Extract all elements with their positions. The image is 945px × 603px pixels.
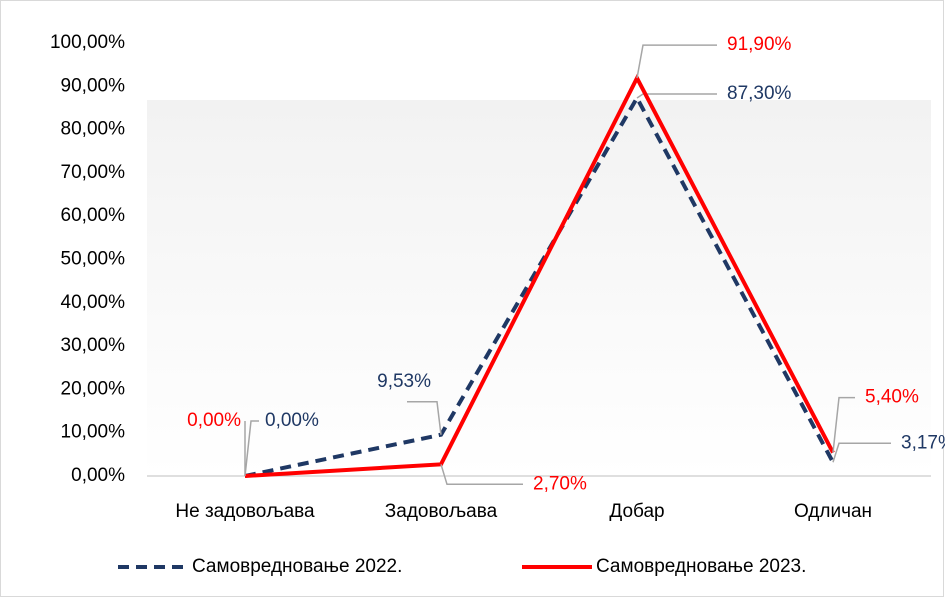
y-tick-label: 40,00%: [61, 292, 126, 313]
leader-line: [440, 464, 523, 486]
data-label: 91,90%: [727, 34, 792, 55]
data-label: 87,30%: [727, 83, 792, 104]
leader-line: [832, 396, 855, 453]
leader-line: [244, 420, 259, 477]
series-line: [244, 73, 835, 478]
x-tick-label: Задовољава: [385, 501, 498, 522]
x-tick-label: Одличан: [794, 501, 872, 522]
plot-background: [147, 100, 931, 476]
data-label: 3,17%: [901, 432, 945, 453]
y-tick-label: 70,00%: [61, 162, 126, 183]
y-tick-label: 80,00%: [61, 119, 126, 140]
legend-label: Самовредновање 2022.: [192, 556, 402, 577]
y-tick-label: 90,00%: [61, 75, 126, 96]
series-line: [244, 93, 835, 478]
y-tick-label: 60,00%: [61, 205, 126, 226]
y-tick-label: 50,00%: [61, 249, 126, 270]
data-label: 9,53%: [377, 371, 431, 392]
y-tick-label: 20,00%: [61, 378, 126, 399]
leader-line: [636, 44, 717, 79]
data-label: 0,00%: [187, 410, 241, 431]
y-tick-label: 0,00%: [71, 465, 125, 486]
y-tick-label: 100,00%: [50, 32, 125, 53]
leader-line: [407, 400, 442, 435]
legend-label: Самовредновање 2023.: [596, 556, 806, 577]
data-label: 5,40%: [865, 387, 919, 408]
data-label: 0,00%: [265, 410, 319, 431]
y-tick-label: 30,00%: [61, 335, 126, 356]
y-tick-label: 10,00%: [61, 422, 126, 443]
data-label: 2,70%: [533, 473, 587, 494]
leader-line: [636, 93, 717, 99]
x-tick-label: Добар: [609, 501, 664, 522]
x-tick-label: Не задовољава: [175, 501, 315, 522]
leader-line: [832, 442, 891, 463]
